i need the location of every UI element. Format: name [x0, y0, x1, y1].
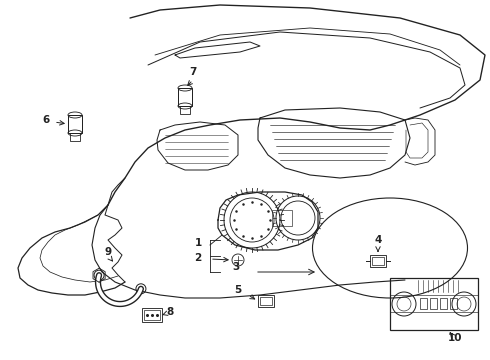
Bar — [450, 298, 457, 309]
Bar — [70, 133, 80, 141]
Bar — [260, 297, 272, 305]
Text: 1: 1 — [195, 238, 201, 248]
Bar — [440, 298, 447, 309]
Text: 9: 9 — [104, 247, 112, 257]
Bar — [180, 106, 190, 114]
Bar — [420, 298, 427, 309]
Bar — [144, 310, 160, 320]
Text: 3: 3 — [232, 262, 240, 272]
Bar — [390, 278, 478, 330]
Text: 10: 10 — [448, 333, 462, 343]
Bar — [272, 210, 292, 226]
Text: 5: 5 — [234, 285, 242, 295]
Bar — [258, 295, 274, 307]
Bar — [68, 115, 82, 133]
Text: 4: 4 — [374, 235, 382, 245]
Bar — [370, 255, 386, 267]
Text: 7: 7 — [189, 67, 196, 77]
Bar — [430, 298, 437, 309]
Text: 6: 6 — [42, 115, 49, 125]
Bar — [372, 257, 384, 265]
Bar — [142, 308, 162, 322]
Bar — [178, 88, 192, 106]
Text: 2: 2 — [195, 253, 201, 263]
Text: 8: 8 — [167, 307, 173, 317]
